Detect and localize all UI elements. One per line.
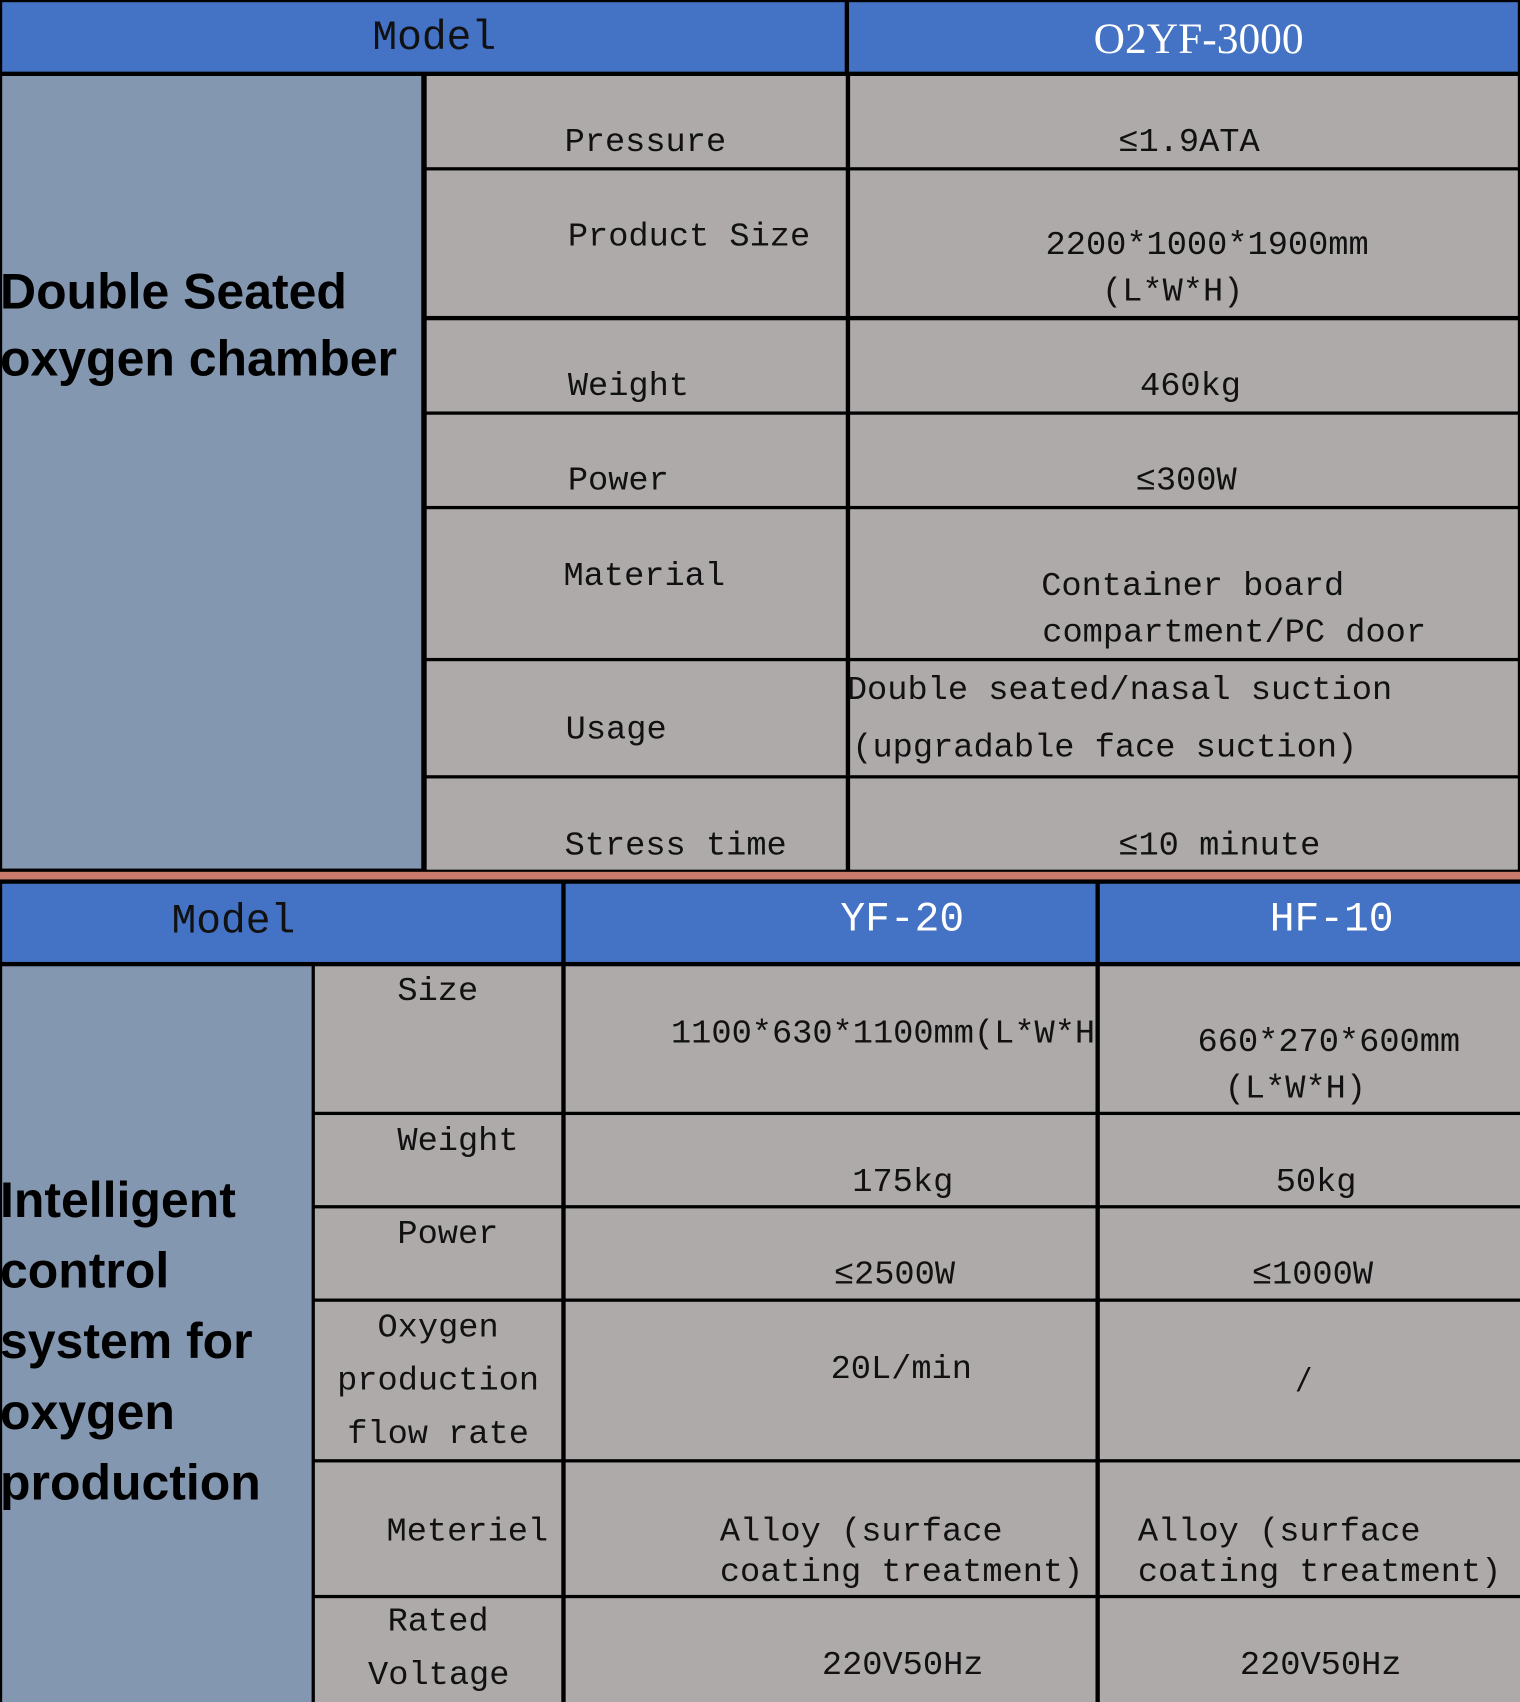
t1-header-value-cell <box>849 2 1518 72</box>
value-usage: (upgradable face suction) <box>852 729 1358 768</box>
row-label-material: Material <box>563 558 726 597</box>
value-usage: Double seated/nasal suction <box>846 672 1393 711</box>
value-hf10-material: Alloy (surface <box>1137 1513 1421 1552</box>
t2-value-cell <box>565 1208 1096 1299</box>
value-hf10-material: coating treatment) <box>1137 1553 1502 1592</box>
value-yf20-voltage: 220V50Hz <box>821 1647 984 1686</box>
t2-label-cell <box>314 1598 562 1702</box>
t1-category-cell <box>2 75 422 869</box>
t2-model-label: Model <box>171 898 296 946</box>
t1-category-line: Double Seated <box>0 262 347 320</box>
t2-header-yf20-cell <box>565 883 1096 962</box>
t2-value-cell <box>565 1462 1096 1595</box>
t2-label-cell <box>314 1462 562 1595</box>
t2-value-cell <box>565 1598 1096 1702</box>
row-label-oxygen-flow: production <box>337 1362 540 1401</box>
value-material: Container board <box>1041 567 1345 606</box>
row-label-oxygen-flow: flow rate <box>347 1415 529 1454</box>
value-pressure: ≤1.9ATA <box>1118 123 1260 162</box>
row-label-weight: Weight <box>567 368 690 407</box>
t2-value-cell <box>565 966 1096 1112</box>
t1-label-cell <box>426 661 846 776</box>
value-hf10-size: (L*W*H) <box>1224 1070 1367 1109</box>
t2-model-hf10: HF-10 <box>1269 896 1394 944</box>
t1-label-cell <box>426 170 846 316</box>
t2-model-yf20: YF-20 <box>840 896 965 944</box>
t2-value-cell <box>565 1115 1096 1206</box>
row-label-size: Size <box>397 972 479 1011</box>
t2-header-model-cell <box>2 883 562 962</box>
row-label-material: Meteriel <box>386 1513 549 1552</box>
t2-category-line: oxygen <box>0 1383 175 1440</box>
t1-category-line: oxygen chamber <box>0 330 397 387</box>
t1-value-cell <box>850 320 1518 412</box>
t2-value-cell <box>1099 1208 1520 1299</box>
t2-category-cell <box>2 966 312 1702</box>
t2-value-cell <box>1099 1598 1520 1702</box>
row-label-power: Power <box>397 1215 499 1254</box>
value-yf20-power: ≤2500W <box>833 1256 956 1295</box>
value-weight: 460kg <box>1139 368 1241 407</box>
t1-header-model-cell <box>2 2 845 72</box>
t1-model-value: O2YF-3000 <box>1093 14 1304 63</box>
t2-label-cell <box>314 1301 562 1460</box>
value-product-size: 2200*1000*1900mm <box>1045 226 1369 265</box>
row-label-oxygen-flow: Oxygen <box>377 1309 499 1348</box>
value-product-size: (L*W*H) <box>1101 273 1244 312</box>
row-label-product-size: Product Size <box>567 218 811 257</box>
t1-value-cell <box>850 509 1518 658</box>
value-yf20-material: coating treatment) <box>719 1553 1084 1592</box>
t2-category-line: system for <box>0 1312 253 1370</box>
t2-value-cell <box>1099 1301 1520 1460</box>
t2-value-cell <box>1099 966 1520 1112</box>
t2-category-line: Intelligent <box>0 1171 236 1228</box>
t2-label-cell <box>314 1115 562 1206</box>
row-label-usage: Usage <box>565 711 667 750</box>
value-yf20-flow: 20L/min <box>830 1350 972 1389</box>
value-yf20-material: Alloy (surface <box>719 1513 1003 1552</box>
t1-value-cell <box>850 75 1518 168</box>
value-yf20-size: 1100*630*1100mm(L*W*H) <box>670 1015 1096 1054</box>
row-label-pressure: Pressure <box>564 123 727 162</box>
t1-value-cell <box>850 414 1518 506</box>
table-separator <box>0 871 1520 880</box>
t1-value-cell <box>850 778 1518 870</box>
t2-category-line: control <box>0 1242 170 1299</box>
value-hf10-size: 660*270*600mm <box>1197 1023 1461 1062</box>
value-hf10-voltage: 220V50Hz <box>1239 1647 1402 1686</box>
t2-label-cell <box>314 966 562 1112</box>
t2-label-cell <box>314 1208 562 1299</box>
value-hf10-flow: / <box>1298 1360 1308 1399</box>
value-hf10-power: ≤1000W <box>1251 1256 1374 1295</box>
t2-category-line: production <box>0 1453 261 1511</box>
value-material: compartment/PC door <box>1042 614 1427 653</box>
t2-value-cell <box>1099 1115 1520 1206</box>
t1-label-cell <box>426 75 846 168</box>
t2-value-cell <box>565 1301 1096 1460</box>
value-hf10-weight: 50kg <box>1275 1163 1357 1202</box>
row-label-power: Power <box>567 462 669 501</box>
value-stress-time: ≤10 minute <box>1118 827 1321 866</box>
t1-value-cell <box>850 170 1518 316</box>
row-label-rated-voltage: Voltage <box>368 1656 510 1695</box>
value-yf20-weight: 175kg <box>852 1163 954 1202</box>
row-label-stress-time: Stress time <box>564 827 787 866</box>
t1-label-cell <box>426 778 846 870</box>
row-label-weight: Weight <box>397 1122 519 1161</box>
t1-label-cell <box>426 320 846 412</box>
t1-label-cell <box>426 509 846 658</box>
value-power: ≤300W <box>1135 462 1237 501</box>
t1-value-cell <box>850 661 1518 776</box>
t2-value-cell <box>1099 1462 1520 1595</box>
t1-label-cell <box>426 414 846 506</box>
t1-model-label: Model <box>372 15 497 62</box>
t2-header-hf10-cell <box>1099 883 1520 962</box>
row-label-rated-voltage: Rated <box>387 1603 489 1642</box>
